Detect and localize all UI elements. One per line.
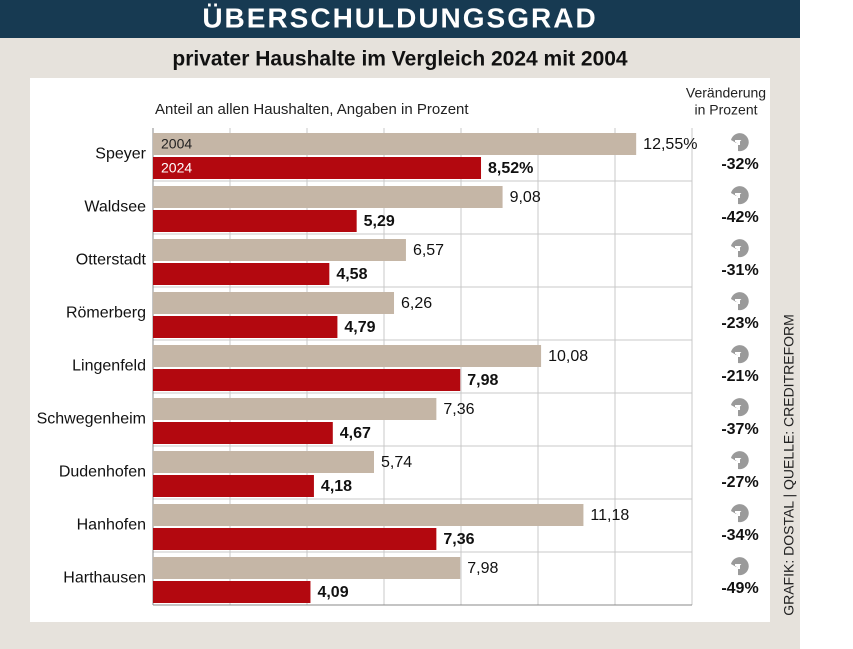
bar	[153, 475, 314, 497]
value-label: 4,09	[317, 584, 348, 601]
change-label: -42%	[721, 209, 758, 226]
bar	[153, 451, 374, 473]
category-label: Römerberg	[66, 305, 146, 322]
value-label: 7,98	[467, 372, 498, 389]
bar	[153, 581, 311, 603]
change-header: Veränderung	[686, 85, 766, 101]
icon-arrow	[731, 352, 742, 361]
value-label: 11,18	[590, 507, 629, 524]
change-label: -37%	[721, 421, 758, 438]
icon-arrow	[731, 246, 742, 255]
bar	[153, 186, 503, 208]
icon-arrow	[731, 299, 742, 308]
bar	[153, 422, 333, 444]
value-label: 4,79	[344, 319, 375, 336]
value-label: 7,36	[443, 401, 474, 418]
bar	[153, 528, 437, 550]
source: GRAFIK: DOSTAL | QUELLE: CREDITREFORM	[781, 314, 797, 616]
bar	[153, 504, 584, 526]
change-icon	[731, 398, 749, 417]
bar	[153, 345, 542, 367]
bar	[153, 398, 437, 420]
icon-arrow	[731, 511, 742, 520]
value-label: 4,18	[321, 478, 352, 495]
change-icon	[731, 186, 749, 205]
value-label: 6,57	[413, 242, 444, 259]
icon-arrow	[731, 405, 742, 414]
title-bar	[0, 0, 800, 38]
category-label: Hanhofen	[77, 517, 146, 534]
bar	[153, 157, 482, 179]
change-icon	[731, 451, 749, 470]
change-icon	[731, 239, 749, 258]
bar	[153, 292, 395, 314]
icon-arrow	[731, 564, 742, 573]
change-icon	[731, 345, 749, 364]
value-label: 4,58	[336, 266, 367, 283]
icon-arrow	[731, 140, 742, 149]
change-label: -23%	[721, 315, 758, 332]
bar	[153, 210, 357, 232]
chart-subtitle: privater Haushalte im Vergleich 2024 mit…	[172, 48, 628, 71]
legend-label: 2024	[161, 160, 192, 176]
bar	[153, 369, 461, 391]
category-label: Speyer	[95, 146, 146, 163]
change-icon	[731, 557, 749, 576]
axis-label: Anteil an allen Haushalten, Angaben in P…	[155, 101, 469, 118]
change-label: -34%	[721, 527, 758, 544]
bar	[153, 133, 637, 155]
bar	[153, 316, 338, 338]
category-label: Lingenfeld	[72, 358, 146, 375]
category-label: Dudenhofen	[59, 464, 146, 481]
change-icon	[731, 504, 749, 523]
value-label: 10,08	[548, 348, 588, 365]
change-header: in Prozent	[694, 102, 757, 118]
bar	[153, 239, 406, 261]
change-icon	[731, 133, 749, 152]
value-label: 12,55%	[643, 136, 697, 153]
value-label: 9,08	[510, 189, 541, 206]
change-label: -32%	[721, 156, 758, 173]
value-label: 8,52%	[488, 160, 533, 177]
category-label: Otterstadt	[76, 252, 147, 269]
change-label: -31%	[721, 262, 758, 279]
icon-arrow	[731, 458, 742, 467]
change-label: -27%	[721, 474, 758, 491]
change-label: -49%	[721, 580, 758, 597]
category-label: Harthausen	[63, 570, 146, 587]
value-label: 6,26	[401, 295, 432, 312]
value-label: 5,29	[364, 213, 395, 230]
value-label: 7,98	[467, 560, 498, 577]
change-icon	[731, 292, 749, 311]
legend-label: 2004	[161, 136, 192, 152]
bar	[153, 263, 330, 285]
category-label: Waldsee	[84, 199, 146, 216]
bar	[153, 557, 461, 579]
value-label: 5,74	[381, 454, 412, 471]
value-label: 7,36	[443, 531, 474, 548]
change-label: -21%	[721, 368, 758, 385]
value-label: 4,67	[340, 425, 371, 442]
chart-title: ÜBERSCHULDUNGSGRAD	[202, 2, 597, 33]
category-label: Schwegenheim	[37, 411, 146, 428]
icon-arrow	[731, 193, 742, 202]
